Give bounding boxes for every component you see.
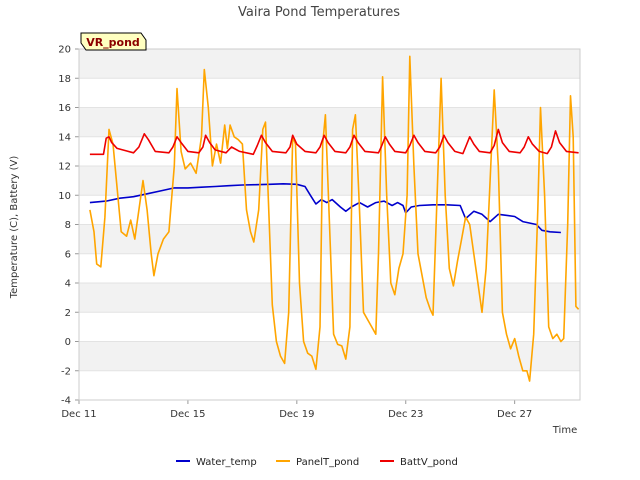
y-tick-label: -2 bbox=[61, 366, 71, 377]
legend-label-panelt-pond: PanelT_pond bbox=[296, 457, 359, 468]
panelt-pond-line bbox=[89, 55, 580, 382]
plot-band bbox=[79, 136, 580, 166]
plot-band bbox=[79, 49, 580, 79]
station-tag: VR_pond bbox=[80, 32, 147, 51]
y-tick-label: -4 bbox=[61, 396, 71, 407]
x-tick-label: Dec 23 bbox=[388, 409, 423, 420]
x-tick-label: Dec 27 bbox=[497, 409, 532, 420]
plot-band bbox=[79, 253, 580, 283]
plot-band bbox=[79, 341, 580, 371]
y-tick-label: 14 bbox=[58, 132, 71, 143]
y-tick-label: 10 bbox=[58, 191, 71, 202]
legend-item-battv-pond: BattV_pond bbox=[380, 457, 458, 468]
x-axis-ticks: Dec 11 Dec 15 Dec 19 Dec 23 Dec 27 bbox=[61, 400, 532, 420]
x-tick-label: Dec 15 bbox=[170, 409, 205, 420]
station-tag-label: VR_pond bbox=[86, 36, 140, 49]
legend-label-battv-pond: BattV_pond bbox=[400, 457, 458, 468]
x-axis-label: Time bbox=[552, 425, 577, 436]
plot-band bbox=[79, 370, 580, 400]
series-lines bbox=[89, 55, 580, 382]
battv-pond-line bbox=[89, 128, 579, 156]
x-tick-label: Dec 11 bbox=[61, 409, 96, 420]
plot-band bbox=[79, 312, 580, 342]
y-tick-label: 16 bbox=[58, 103, 71, 114]
y-tick-label: 8 bbox=[65, 220, 71, 231]
y-tick-label: 4 bbox=[65, 279, 71, 290]
y-tick-label: 20 bbox=[58, 45, 71, 56]
plot-band bbox=[79, 166, 580, 196]
plot-band bbox=[79, 78, 580, 108]
y-axis-label: Temperature (C), Battery (V) bbox=[9, 156, 20, 300]
plot-frame bbox=[78, 48, 581, 401]
y-tick-label: 18 bbox=[58, 74, 71, 85]
legend-item-panelt-pond: PanelT_pond bbox=[276, 457, 359, 468]
legend: Water_temp PanelT_pond BattV_pond bbox=[176, 457, 458, 468]
y-tick-label: 2 bbox=[65, 308, 71, 319]
x-tick-label: Dec 19 bbox=[279, 409, 314, 420]
plot-band bbox=[79, 283, 580, 313]
chart-title: Vaira Pond Temperatures bbox=[238, 5, 400, 20]
station-tag-box bbox=[80, 32, 147, 51]
y-axis-ticks: -4 -2 0 2 4 6 8 10 12 14 16 18 20 bbox=[58, 45, 79, 407]
legend-item-water-temp: Water_temp bbox=[176, 457, 257, 468]
y-tick-label: 12 bbox=[58, 162, 71, 173]
y-tick-label: 6 bbox=[65, 249, 71, 260]
plot-band bbox=[79, 107, 580, 137]
y-tick-label: 0 bbox=[65, 337, 71, 348]
legend-label-water-temp: Water_temp bbox=[196, 457, 257, 468]
